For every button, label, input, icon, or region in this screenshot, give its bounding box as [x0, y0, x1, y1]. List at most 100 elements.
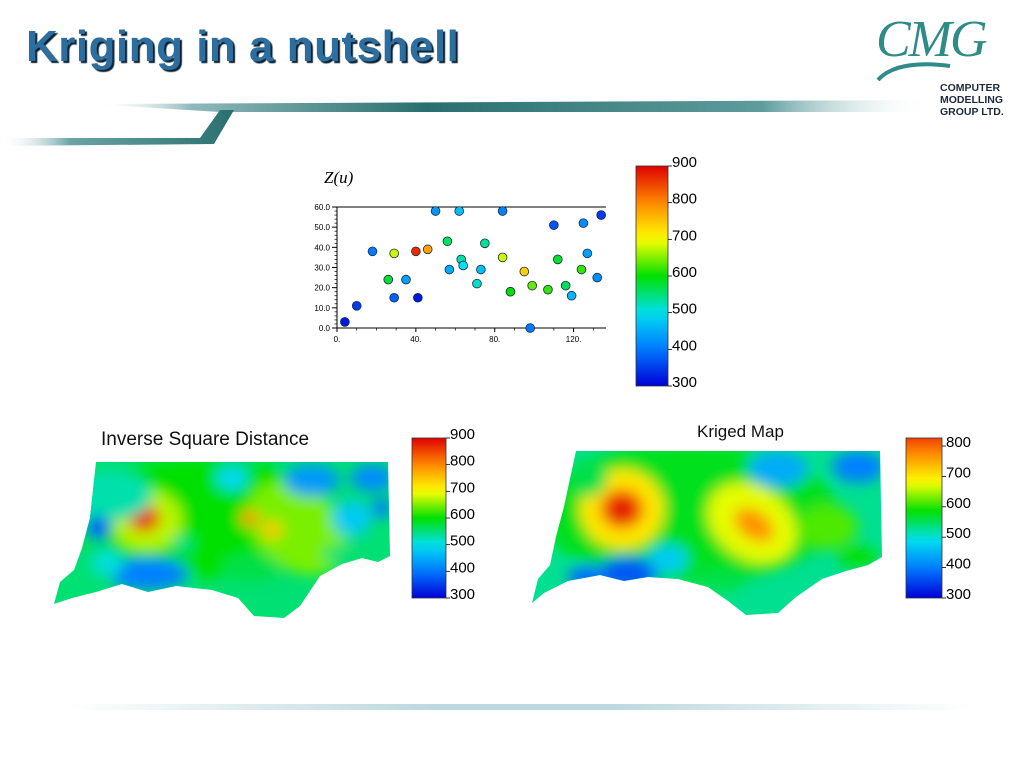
y-tick-label: 20.0: [314, 284, 330, 293]
colorbar-tick-label: 700: [672, 227, 697, 244]
scatter-frame: [336, 206, 606, 329]
colorbar-gradient: [411, 437, 447, 599]
scatter-point: [389, 248, 399, 259]
scatter-point: [527, 280, 537, 291]
colorbar-tick-label: 900: [450, 426, 475, 443]
scatter-point: [497, 206, 508, 216]
colorbar-tick-label: 700: [946, 464, 971, 481]
scatter-point: [553, 254, 563, 265]
scatter-point: [560, 280, 571, 291]
colorbar-tick-label: 400: [946, 556, 971, 573]
scatter-point: [497, 252, 508, 263]
heatmap-cell: [734, 507, 774, 543]
scatter-point: [543, 284, 553, 295]
scatter-point: [454, 206, 465, 216]
scatter-label: Z(u): [324, 168, 354, 187]
heatmap-cell: [648, 545, 688, 573]
colorbar-gradient: [635, 165, 669, 387]
colorbar-tick-label: 400: [450, 559, 475, 576]
x-tick-label: 120.: [566, 335, 582, 344]
footer-line: [70, 704, 970, 710]
y-tick-label: 30.0: [314, 264, 330, 273]
scatter-point: [458, 260, 468, 271]
heatmap-cell: [350, 464, 390, 492]
idw-map-title: Inverse Square Distance: [101, 429, 310, 450]
heatmap-cell: [108, 558, 188, 590]
scatter-point: [413, 292, 423, 303]
y-tick-label: 60.0: [314, 203, 330, 212]
kriged-map-title: Kriged Map: [697, 422, 784, 441]
heatmap-cell: [91, 549, 123, 577]
x-tick-label: 80.: [489, 335, 500, 344]
scatter-point: [525, 323, 536, 333]
heatmap-cell: [748, 451, 808, 487]
heatmap-cell: [247, 481, 347, 575]
heatmap-cell: [136, 511, 152, 525]
logo-swoosh-icon: [876, 62, 951, 82]
heatmap-cell: [832, 451, 882, 483]
header-swoosh: [0, 100, 930, 146]
logo-line-3: GROUP LTD.: [940, 106, 1004, 118]
heatmap-cell: [690, 569, 746, 593]
colorbar-tick-label: 800: [946, 434, 971, 451]
scatter-point: [480, 238, 490, 249]
heatmap-cell: [798, 505, 858, 549]
scatter-point: [472, 278, 482, 289]
heatmap-cell: [332, 500, 372, 536]
heatmap-cell: [838, 547, 878, 567]
heatmap-cell: [222, 554, 282, 582]
scatter-point: [578, 218, 589, 228]
scatter-point: [389, 292, 399, 303]
scatter-point: [383, 274, 394, 285]
scatter-point: [576, 264, 587, 275]
colorbar-tick-label: 600: [450, 506, 475, 523]
scatter-point: [444, 264, 455, 275]
y-tick-label: 50.0: [314, 223, 330, 232]
heatmap-cell: [568, 457, 608, 497]
heatmap-cell: [372, 498, 390, 518]
colorbar-tick-label: 300: [672, 374, 697, 391]
heatmap-cell: [322, 544, 382, 564]
scatter-point: [596, 210, 606, 220]
colorbar-tick-label: 900: [672, 154, 697, 171]
colorbar-tick-label: 500: [946, 525, 971, 542]
scatter-colorbar: 900 800 700 600 500 400 300: [635, 154, 697, 391]
scatter-point: [351, 301, 362, 311]
heatmap-cell: [610, 498, 634, 520]
y-tick-label: 10.0: [314, 304, 330, 313]
heatmap-cell: [568, 565, 608, 589]
heatmap-cell: [86, 516, 110, 540]
colorbar-tick-label: 300: [450, 586, 475, 603]
colorbar-tick-label: 800: [672, 191, 697, 208]
scatter-point: [442, 236, 453, 247]
scatter-point: [476, 264, 486, 275]
heatmap-cell: [284, 464, 340, 496]
logo-line-2: MODELLING: [940, 94, 1003, 106]
x-tick-label: 0.: [334, 335, 341, 344]
colorbar-tick-label: 500: [450, 533, 475, 550]
scatter-point: [519, 266, 530, 277]
colorbar-gradient: [905, 437, 943, 599]
idw-colorbar: 900 800 700 600 500 400 300: [411, 426, 475, 603]
colorbar-tick-label: 700: [450, 479, 475, 496]
colorbar-tick-label: 300: [946, 586, 971, 603]
slide-title: Kriging in a nutshell: [26, 22, 460, 71]
scatter-point: [367, 246, 378, 257]
kriged-colorbar: 800 700 600 500 400 300: [905, 434, 971, 603]
heatmap-cell: [216, 466, 248, 490]
logo-line-1: COMPUTER: [940, 82, 1001, 94]
scatter-point: [592, 272, 603, 283]
idw-heatmap: [54, 462, 390, 618]
colorbar-tick-label: 600: [672, 264, 697, 281]
scatter-point: [505, 286, 516, 297]
y-tick-label: 40.0: [314, 243, 330, 252]
heatmap-cell: [241, 510, 259, 526]
scatter-point: [566, 290, 577, 301]
scatter-point: [582, 248, 593, 259]
heatmap-cell: [172, 536, 192, 552]
colorbar-tick-label: 600: [946, 495, 971, 512]
scatter-point: [422, 244, 433, 255]
scatter-point: [411, 246, 421, 257]
heatmap-cell: [262, 521, 282, 539]
scatter-point: [401, 274, 411, 285]
